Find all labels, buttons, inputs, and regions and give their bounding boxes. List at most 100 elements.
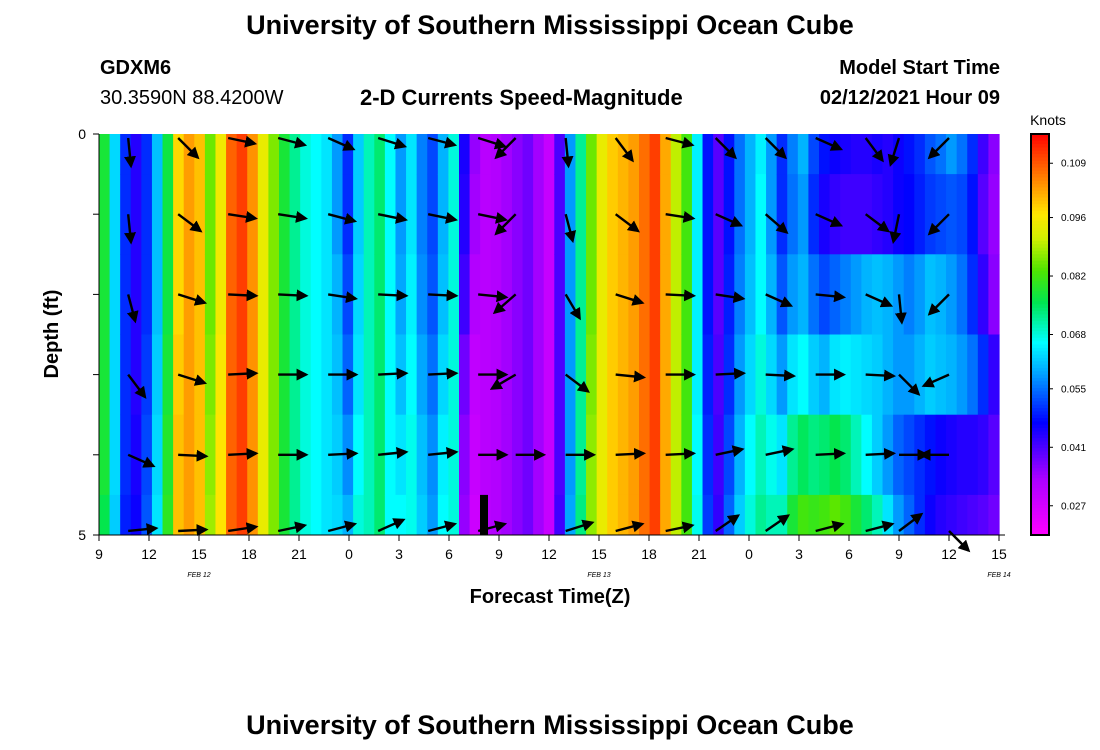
heatmap-cell [183, 254, 195, 335]
current-vector [927, 137, 950, 160]
colorbar-segment [1031, 397, 1049, 402]
current-vector [427, 136, 458, 149]
colorbar-segment [1031, 508, 1049, 513]
heatmap-cell [967, 134, 979, 175]
heatmap-cell [617, 494, 630, 536]
heatmap-cell [310, 134, 322, 175]
heatmap-cell [639, 134, 651, 175]
heatmap-cell [797, 334, 810, 416]
current-vector [564, 293, 581, 321]
colorbar-segment [1031, 478, 1049, 483]
heatmap-cell [109, 334, 121, 416]
heatmap-cell [183, 334, 195, 416]
colorbar-segment [1031, 184, 1049, 188]
heatmap-cell [988, 134, 1000, 175]
heatmap-cell [564, 174, 577, 255]
heatmap-cell [194, 174, 206, 255]
heatmap-cell [935, 254, 947, 335]
heatmap-cell [215, 174, 227, 255]
heatmap-cell [607, 254, 619, 335]
current-vector [477, 520, 508, 533]
heatmap-cell [204, 494, 217, 536]
heatmap-cell [723, 174, 735, 255]
heatmap-cell [162, 174, 174, 255]
heatmap-cell [162, 414, 174, 496]
current-vector [561, 137, 574, 169]
heatmap-cell [247, 174, 259, 255]
heatmap-cell [215, 254, 227, 335]
colorbar-segment [1031, 488, 1049, 493]
heatmap-cell [956, 134, 968, 175]
heatmap-cell [554, 254, 566, 335]
heatmap-cell [543, 494, 555, 536]
heatmap-cell [342, 254, 354, 335]
x-tick-label: 15 [991, 546, 1007, 562]
heatmap-cell [808, 174, 820, 255]
heatmap-cell [861, 134, 873, 175]
heatmap-cell [723, 254, 735, 335]
heatmap-cell [522, 494, 534, 536]
colorbar-segment [1031, 387, 1049, 392]
heatmap-cell [554, 174, 566, 255]
heatmap-cell [564, 494, 577, 536]
heatmap-cell [522, 334, 534, 416]
current-vector [128, 523, 159, 536]
heatmap-cell [829, 174, 841, 255]
current-vector [665, 136, 695, 149]
heatmap-cell [628, 334, 640, 416]
heatmap-cell [353, 134, 365, 175]
heatmap-cell [289, 134, 301, 175]
heatmap-cell [766, 494, 778, 536]
current-vector [865, 520, 895, 533]
heatmap-cell [829, 134, 841, 175]
heatmap-cell [268, 494, 280, 536]
current-vector [614, 137, 634, 163]
heatmap-cell [215, 494, 227, 536]
heatmap-cell [988, 334, 1000, 416]
heatmap-cell [236, 134, 248, 175]
current-vector [278, 289, 309, 302]
colorbar-unit: Knots [1030, 112, 1066, 128]
heatmap-cell [109, 414, 121, 496]
heatmap-cell [183, 494, 195, 536]
heatmap-cell [903, 174, 915, 255]
x-tick-label: 6 [845, 546, 853, 562]
heatmap-cell [384, 134, 397, 175]
heatmap-cell [861, 494, 873, 536]
heatmap-cell [596, 174, 608, 255]
heatmap-cell [257, 254, 270, 335]
heatmap-cell [607, 414, 619, 496]
colorbar-segment [1031, 494, 1049, 499]
colorbar-segment [1031, 254, 1049, 259]
heatmap-cell [130, 334, 142, 416]
date-label: FEB 12 [187, 572, 210, 579]
heatmap-cell [469, 334, 481, 416]
heatmap-cell [734, 254, 746, 335]
heatmap-cell [416, 334, 428, 416]
heatmap-cell [628, 134, 640, 175]
current-vector [277, 211, 308, 223]
heatmap-cell [416, 254, 428, 335]
current-vector [377, 518, 406, 533]
colorbar: 0.109 0.096 0.082 0.068 0.055 0.041 0.027 [1030, 133, 1086, 536]
heatmap-cell [533, 134, 545, 175]
heatmap-cell [384, 414, 397, 496]
heatmap-cell [977, 254, 990, 335]
heatmap-cell [956, 174, 968, 255]
heatmap-cell [734, 174, 746, 255]
current-vector [715, 367, 747, 380]
current-vector [615, 293, 645, 306]
x-tick-label: 12 [141, 546, 157, 562]
current-vector [815, 136, 844, 151]
heatmap-cell [819, 134, 831, 175]
heatmap-cell [257, 134, 270, 175]
heatmap-cell [543, 174, 555, 255]
current-vector [815, 447, 847, 460]
heatmap-cell [660, 494, 672, 536]
heatmap-cell [840, 494, 852, 536]
current-vector [615, 520, 645, 533]
heatmap-cell [99, 334, 111, 416]
colorbar-segment [1031, 384, 1049, 389]
heatmap-cell [691, 494, 704, 536]
current-vector [764, 137, 787, 160]
